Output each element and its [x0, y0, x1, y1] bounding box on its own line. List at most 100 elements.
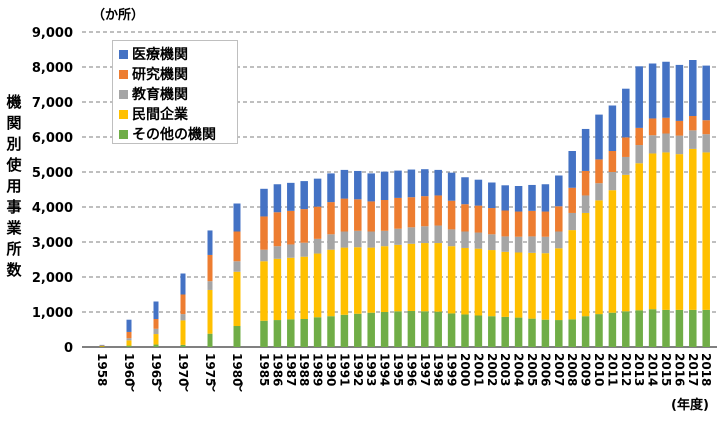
bar-segment: [127, 346, 132, 347]
bar-segment: [528, 185, 536, 211]
bar-segment: [702, 310, 710, 347]
bar-segment: [327, 173, 335, 202]
x-tick-label: 2002: [485, 353, 499, 386]
bar-segment: [154, 334, 159, 345]
bar-segment: [649, 153, 657, 309]
bar-segment: [421, 196, 429, 226]
legend-swatch: [119, 110, 128, 119]
bar-segment: [367, 173, 375, 201]
bar-segment: [515, 318, 523, 347]
x-tick-label: 2017: [686, 353, 700, 386]
y-axis-title-char: 使: [4, 155, 24, 176]
bar-segment: [327, 250, 335, 317]
bar-segment: [542, 320, 550, 347]
x-tick-label: 2008: [565, 353, 579, 386]
bar-segment: [555, 232, 563, 249]
bar-segment: [448, 229, 456, 246]
legend-label: 研究機関: [132, 64, 188, 84]
bar-segment: [649, 309, 657, 347]
bar-segment: [622, 157, 630, 175]
bar-segment: [300, 209, 308, 243]
bar-segment: [434, 195, 442, 225]
bar-segment: [488, 250, 496, 316]
bar-segment: [488, 316, 496, 347]
bar-segment: [287, 244, 295, 257]
bar-segment: [274, 320, 282, 347]
bar-segment: [555, 248, 563, 320]
bar-segment: [381, 200, 389, 231]
bar-segment: [181, 295, 186, 315]
bar-segment: [394, 311, 402, 347]
bar-segment: [528, 253, 536, 319]
bar-segment: [394, 245, 402, 311]
x-gap-marker: ～: [207, 380, 221, 392]
bar-segment: [609, 190, 617, 313]
bar-segment: [635, 145, 643, 163]
x-tick-label: 2003: [498, 353, 512, 386]
x-tick-label: 1998: [431, 353, 445, 386]
bar-segment: [649, 118, 657, 135]
legend-label: その他の機関: [132, 124, 216, 144]
bar-segment: [555, 320, 563, 347]
bar-segment: [475, 180, 483, 206]
legend-item: その他の機関: [119, 124, 237, 144]
bar-segment: [408, 244, 416, 311]
y-axis-title-char: 関: [4, 113, 24, 134]
bar-segment: [367, 232, 375, 248]
bar-segment: [676, 154, 684, 310]
bar-segment: [354, 171, 362, 199]
y-tick-label: 6,000: [32, 131, 73, 146]
y-axis-title: 機関別使用事業所数: [4, 92, 24, 281]
y-axis-title-char: 業: [4, 218, 24, 239]
bar-segment: [421, 311, 429, 347]
bar-segment: [314, 207, 322, 239]
x-tick-label: 1995: [391, 353, 405, 386]
x-tick-label: 2001: [471, 353, 485, 386]
bar-segment: [461, 177, 469, 204]
bar-segment: [689, 149, 697, 310]
bar-segment: [662, 134, 670, 153]
unit-label: （か所）: [92, 4, 144, 23]
bar-segment: [461, 314, 469, 347]
bar-segment: [689, 310, 697, 347]
bar-segment: [354, 231, 362, 247]
bar-segment: [274, 259, 282, 320]
y-tick-label: 8,000: [32, 61, 73, 76]
x-tick-label: 2014: [646, 353, 660, 386]
bar-segment: [381, 172, 389, 200]
bar-segment: [408, 197, 416, 227]
bar-segment: [568, 213, 576, 230]
bar-segment: [434, 226, 442, 244]
bar-segment: [367, 201, 375, 231]
bar-segment: [408, 170, 416, 198]
x-tick-label: 1986: [270, 353, 284, 386]
legend-swatch: [119, 70, 128, 79]
bar-segment: [154, 345, 159, 347]
legend-swatch: [119, 50, 128, 59]
bar-segment: [662, 62, 670, 118]
bar-segment: [448, 313, 456, 347]
bar-segment: [434, 243, 442, 312]
bar-segment: [609, 151, 617, 172]
bar-segment: [488, 208, 496, 234]
y-tick-label: 1,000: [32, 306, 73, 321]
bar-segment: [448, 246, 456, 313]
bar-segment: [208, 230, 213, 255]
bar-segment: [181, 320, 186, 345]
bar-segment: [127, 320, 132, 332]
bar-segment: [595, 314, 603, 347]
bar-segment: [354, 247, 362, 314]
bar-segment: [341, 315, 349, 347]
bar-segment: [234, 326, 241, 347]
x-tick-label: 1994: [378, 353, 392, 386]
bar-segment: [555, 206, 563, 231]
bar-segment: [662, 310, 670, 347]
bar-segment: [689, 60, 697, 116]
y-tick-label: 2,000: [32, 271, 73, 286]
x-tick-label: 2000: [458, 353, 472, 386]
bar-segment: [314, 239, 322, 254]
bar-segment: [394, 171, 402, 198]
bar-segment: [327, 234, 335, 249]
bar-segment: [515, 237, 523, 253]
x-tick-label: 1999: [445, 353, 459, 386]
